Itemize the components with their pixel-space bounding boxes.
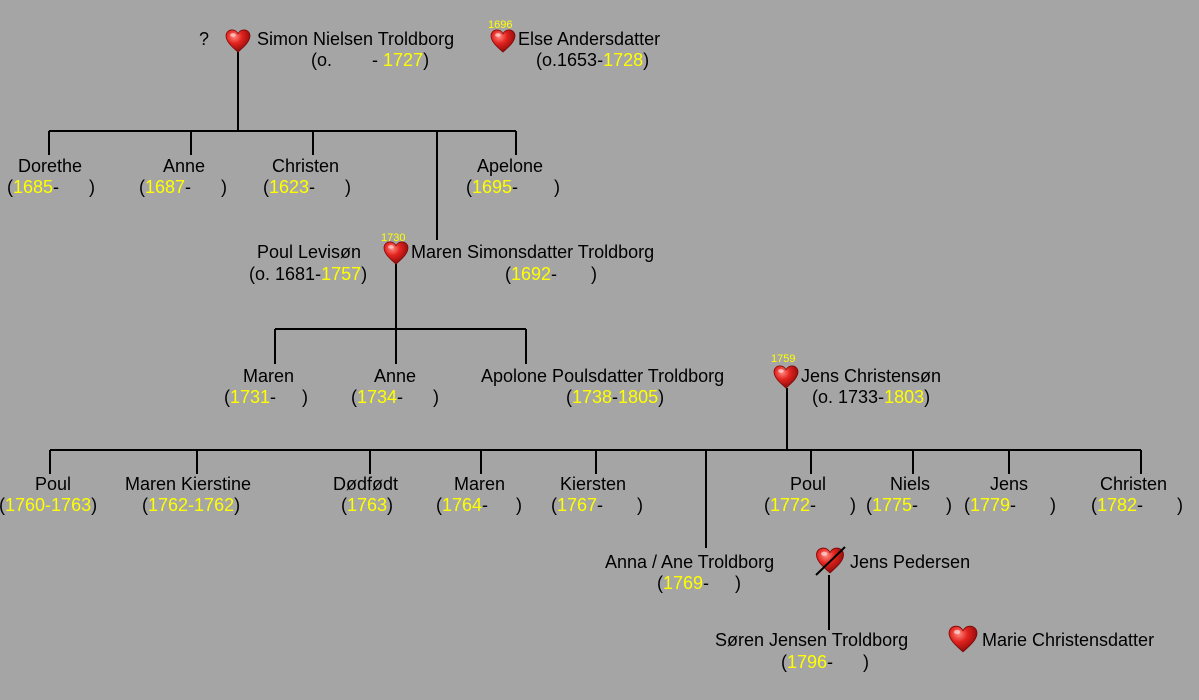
- person-niels-name: Niels: [890, 474, 931, 494]
- person-jens-1779-name: Jens: [990, 474, 1029, 494]
- person-maren-kierstine-dates: (1762-1762): [142, 495, 241, 515]
- person-anne-name: Anne: [163, 156, 206, 176]
- person-niels-dates: (1775-): [866, 495, 953, 515]
- unknown-parent-mark: ?: [199, 29, 210, 49]
- person-dodfodt-name: Dødfødt: [333, 474, 399, 494]
- person-poul-name: Poul Levisøn: [257, 242, 362, 262]
- person-jens-pedersen-name: Jens Pedersen: [850, 552, 971, 572]
- person-apelone-name: Apelone: [477, 156, 544, 176]
- person-poul-1772-dates: (1772-): [764, 495, 857, 515]
- person-poul-1760-name: Poul: [35, 474, 72, 494]
- marriage-year-label: 1730: [381, 232, 406, 244]
- person-simon-dates: (o. - 1727): [311, 50, 430, 70]
- person-christen-1782-dates: (1782-): [1091, 495, 1184, 515]
- person-else-name: Else Andersdatter: [518, 29, 661, 49]
- person-else-dates: (o.1653-1728): [536, 50, 650, 70]
- person-apolone-dates: (1738-1805): [566, 387, 665, 407]
- person-poul-dates: (o. 1681-1757): [249, 264, 368, 284]
- person-dodfodt-dates: (1763): [341, 495, 394, 515]
- heart-icon: [383, 241, 409, 265]
- person-simon-name: Simon Nielsen Troldborg: [257, 29, 455, 49]
- heart-icon: [773, 365, 799, 389]
- person-christen-1782-name: Christen: [1100, 474, 1168, 494]
- broken-heart-icon: [815, 546, 846, 576]
- person-maren-simonsdatter-dates: (1692-): [505, 264, 598, 284]
- person-anne-1734-name: Anne: [374, 366, 417, 386]
- person-maren-1731-name: Maren: [243, 366, 295, 386]
- person-jens-1779-dates: (1779-): [964, 495, 1057, 515]
- person-kiersten-dates: (1767-): [551, 495, 644, 515]
- person-dorethe-name: Dorethe: [18, 156, 83, 176]
- person-anne-dates: (1687-): [139, 177, 228, 197]
- person-christen-name: Christen: [272, 156, 340, 176]
- person-maren-kierstine-name: Maren Kierstine: [125, 474, 252, 494]
- person-kiersten-name: Kiersten: [560, 474, 627, 494]
- person-maren-simonsdatter-name: Maren Simonsdatter Troldborg: [411, 242, 655, 262]
- person-marie-name: Marie Christensdatter: [982, 630, 1155, 650]
- person-apolone-name: Apolone Poulsdatter Troldborg: [481, 366, 725, 386]
- person-soren-dates: (1796-): [781, 652, 870, 672]
- person-jens-christensen-dates: (o. 1733-1803): [812, 387, 931, 407]
- person-anna-name: Anna / Ane Troldborg: [605, 552, 775, 572]
- person-maren-1731-dates: (1731-): [224, 387, 309, 407]
- person-maren-1764-name: Maren: [454, 474, 506, 494]
- heart-icon: [490, 29, 516, 53]
- person-jens-christensen-name: Jens Christensøn: [801, 366, 942, 386]
- person-soren-name: Søren Jensen Troldborg: [715, 630, 909, 650]
- person-apelone-dates: (1695-): [466, 177, 561, 197]
- person-dorethe-dates: (1685-): [7, 177, 96, 197]
- person-poul-1772-name: Poul: [790, 474, 827, 494]
- person-poul-1760-dates: (1760-1763): [0, 495, 98, 515]
- heart-icon: [948, 625, 978, 653]
- heart-icon: [225, 29, 251, 53]
- person-anna-dates: (1769-): [657, 573, 742, 593]
- marriage-year-label: 1759: [771, 353, 796, 365]
- person-christen-dates: (1623-): [263, 177, 352, 197]
- person-maren-1764-dates: (1764-): [436, 495, 523, 515]
- marriage-year-label: 1696: [488, 19, 513, 31]
- person-anne-1734-dates: (1734-): [351, 387, 440, 407]
